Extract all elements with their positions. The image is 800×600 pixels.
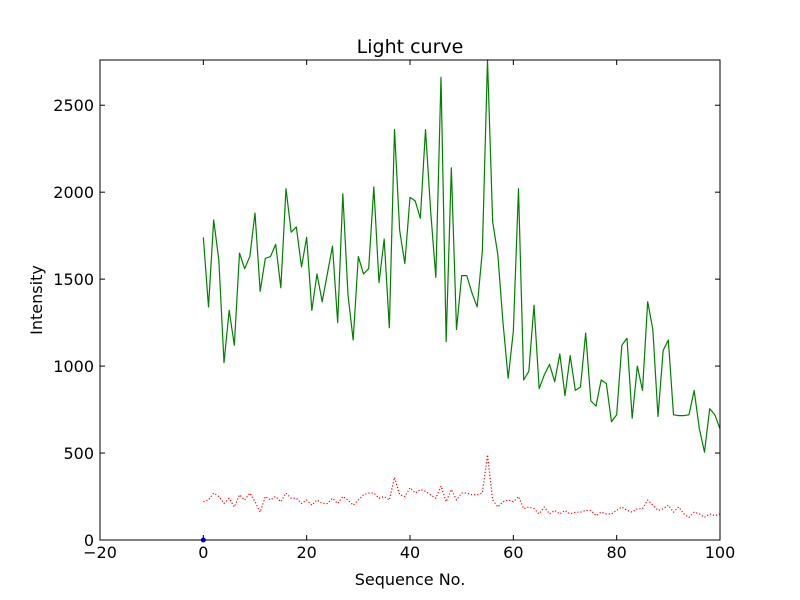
y-tick-label: 1500	[53, 270, 94, 289]
y-axis-label: Intensity	[27, 265, 46, 335]
x-tick-label: −20	[83, 543, 117, 562]
series-line-1	[202, 59, 721, 453]
y-tick-label: 0	[84, 531, 94, 550]
y-tick-label: 1000	[53, 357, 94, 376]
x-tick-label: 40	[400, 543, 420, 562]
series-line-2	[203, 454, 721, 518]
x-axis-ticks: −20 0 20 40 60 80 100	[83, 60, 735, 562]
y-axis-ticks: 0 500 1000 1500 2000 2500	[53, 96, 720, 550]
chart-title: Light curve	[357, 36, 464, 58]
y-tick-label: 500	[63, 444, 94, 463]
y-tick-label: 2000	[53, 183, 94, 202]
x-tick-label: 20	[296, 543, 316, 562]
x-tick-label: 100	[705, 543, 736, 562]
x-tick-label: 80	[606, 543, 626, 562]
x-tick-label: 0	[198, 543, 208, 562]
x-tick-label: 60	[503, 543, 523, 562]
x-axis-label: Sequence No.	[355, 570, 466, 589]
y-tick-label: 2500	[53, 96, 94, 115]
